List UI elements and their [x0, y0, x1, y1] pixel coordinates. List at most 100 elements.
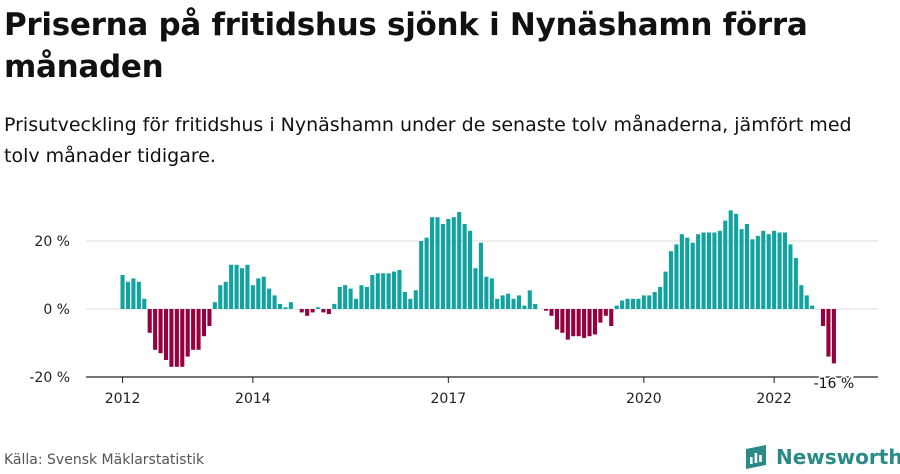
bar[interactable] — [440, 224, 445, 309]
bar[interactable] — [560, 309, 565, 333]
bar[interactable] — [522, 305, 527, 309]
bar[interactable] — [473, 268, 478, 309]
bar[interactable] — [755, 235, 760, 309]
bar[interactable] — [272, 295, 277, 309]
bar[interactable] — [511, 298, 516, 309]
bar[interactable] — [408, 298, 413, 309]
bar[interactable] — [435, 217, 440, 309]
bar[interactable] — [163, 309, 169, 360]
bar[interactable] — [614, 305, 619, 309]
bar[interactable] — [587, 309, 592, 337]
bar[interactable] — [288, 302, 293, 309]
bar[interactable] — [310, 309, 315, 313]
bar[interactable] — [630, 298, 636, 309]
bar[interactable] — [256, 278, 261, 309]
bar[interactable] — [554, 309, 559, 330]
bar[interactable] — [663, 271, 668, 309]
bar[interactable] — [430, 217, 435, 309]
bar[interactable] — [712, 232, 717, 310]
bar[interactable] — [462, 224, 467, 309]
bar[interactable] — [424, 237, 429, 309]
bar[interactable] — [283, 307, 288, 309]
bar[interactable] — [696, 234, 701, 309]
bar[interactable] — [728, 210, 733, 309]
bar[interactable] — [685, 237, 690, 309]
bar[interactable] — [180, 309, 185, 367]
bar[interactable] — [125, 281, 131, 309]
bar[interactable] — [402, 292, 407, 309]
bar[interactable] — [305, 309, 310, 316]
bar[interactable] — [136, 281, 141, 309]
bar[interactable] — [484, 276, 489, 309]
bar[interactable] — [446, 218, 451, 309]
bar[interactable] — [750, 239, 755, 309]
bar[interactable] — [777, 232, 782, 310]
bar[interactable] — [267, 288, 272, 309]
bar[interactable] — [516, 295, 521, 309]
bar[interactable] — [397, 269, 402, 309]
bar[interactable] — [375, 273, 380, 309]
bar[interactable] — [261, 276, 266, 309]
bar[interactable] — [603, 309, 608, 316]
bar[interactable] — [234, 264, 239, 309]
bar[interactable] — [500, 295, 505, 309]
bar[interactable] — [533, 303, 538, 309]
bar[interactable] — [734, 213, 739, 309]
bar[interactable] — [799, 285, 804, 309]
bar[interactable] — [544, 309, 549, 311]
bar[interactable] — [565, 309, 570, 340]
bar[interactable] — [131, 278, 136, 309]
bar[interactable] — [348, 288, 353, 309]
bar[interactable] — [804, 295, 809, 309]
bar[interactable] — [478, 242, 483, 309]
bar[interactable] — [353, 298, 359, 309]
bar[interactable] — [647, 295, 652, 309]
bar[interactable] — [386, 273, 391, 309]
bar[interactable] — [153, 309, 158, 350]
bar[interactable] — [392, 271, 397, 309]
bar[interactable] — [609, 309, 614, 326]
bar[interactable] — [451, 217, 456, 309]
bar[interactable] — [277, 303, 283, 309]
bar[interactable] — [668, 251, 674, 309]
bar[interactable] — [158, 309, 163, 354]
bar[interactable] — [810, 305, 815, 309]
bar[interactable] — [489, 278, 494, 309]
bar[interactable] — [343, 285, 348, 309]
bar[interactable] — [364, 286, 369, 309]
bar[interactable] — [147, 309, 152, 333]
bar[interactable] — [185, 309, 190, 357]
bar[interactable] — [468, 230, 473, 309]
bar[interactable] — [196, 309, 201, 350]
bar[interactable] — [457, 212, 462, 309]
bar[interactable] — [223, 281, 228, 309]
bar[interactable] — [321, 309, 326, 313]
bar[interactable] — [370, 275, 375, 309]
bar[interactable] — [419, 241, 424, 309]
bar[interactable] — [636, 298, 641, 309]
bar[interactable] — [142, 298, 147, 309]
bar[interactable] — [381, 273, 386, 309]
bar[interactable] — [690, 242, 695, 309]
bar[interactable] — [582, 309, 587, 338]
bar[interactable] — [239, 268, 245, 309]
bar[interactable] — [701, 232, 706, 310]
bar[interactable] — [212, 302, 217, 309]
bar[interactable] — [820, 309, 826, 326]
bar[interactable] — [191, 309, 196, 350]
bar[interactable] — [207, 309, 212, 326]
bar[interactable] — [337, 286, 342, 309]
bar[interactable] — [772, 230, 777, 309]
bar[interactable] — [201, 309, 207, 337]
bar[interactable] — [793, 258, 798, 309]
bar[interactable] — [766, 234, 771, 309]
bar[interactable] — [506, 293, 511, 309]
bar[interactable] — [250, 285, 255, 309]
bar[interactable] — [761, 230, 766, 309]
bar[interactable] — [413, 290, 418, 309]
bar[interactable] — [315, 307, 321, 309]
bar[interactable] — [299, 309, 304, 313]
bar[interactable] — [620, 300, 625, 310]
bar[interactable] — [744, 224, 750, 309]
bar[interactable] — [218, 285, 223, 309]
